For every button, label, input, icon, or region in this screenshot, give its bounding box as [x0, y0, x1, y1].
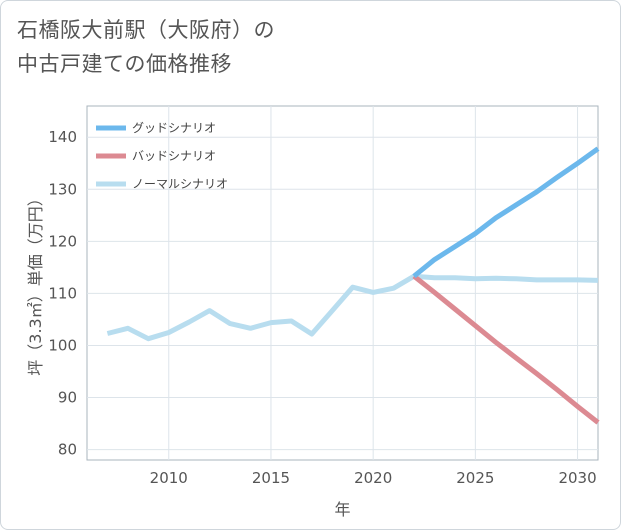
plot-area: [86, 105, 599, 461]
x-tick-label: 2030: [558, 469, 596, 487]
y-tick-label: 100: [48, 336, 77, 354]
y-tick-label: 120: [48, 232, 77, 250]
x-tick-label: 2010: [150, 469, 188, 487]
x-axis-title: 年: [334, 500, 350, 519]
y-tick-label: 90: [58, 389, 77, 407]
series-line-0: [412, 146, 600, 279]
legend-label-2: ノーマルシナリオ: [132, 177, 228, 191]
legend-label-0: グッドシナリオ: [132, 121, 216, 135]
y-tick-label: 130: [48, 180, 77, 198]
series-line-2: [106, 273, 599, 342]
chart-title-line1: 石橋阪大前駅（大阪府）の: [17, 18, 275, 42]
y-tick-label: 80: [58, 441, 77, 459]
series-line-1: [412, 274, 600, 425]
x-tick-label: 2015: [252, 469, 290, 487]
x-tick-label: 2020: [354, 469, 392, 487]
y-tick-label: 110: [48, 284, 77, 302]
chart-title: 石橋阪大前駅（大阪府）の 中古戸建ての価格推移: [17, 13, 275, 81]
x-tick-label: 2025: [456, 469, 494, 487]
legend-label-1: バッドシナリオ: [132, 149, 216, 163]
y-tick-label: 140: [48, 128, 77, 146]
y-axis-title: 坪（3.3㎡）単価（万円）: [26, 190, 45, 375]
chart-title-line2: 中古戸建ての価格推移: [17, 52, 232, 76]
